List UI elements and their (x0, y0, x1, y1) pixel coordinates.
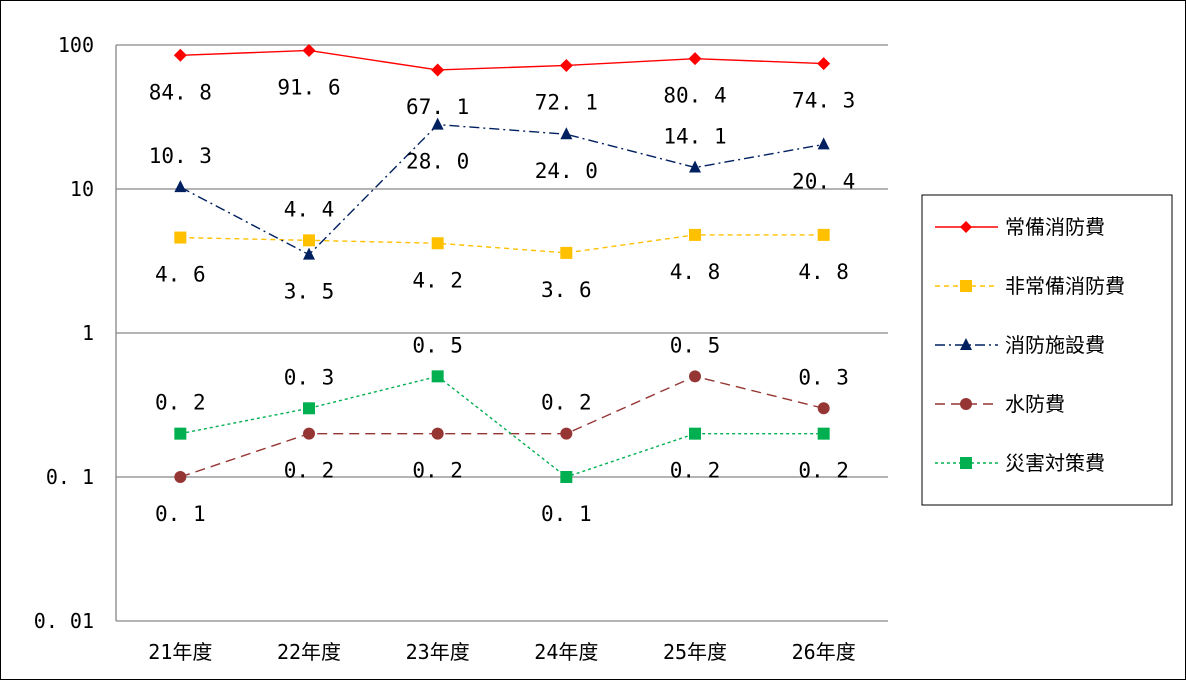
data-label: 0. 5 (670, 333, 721, 357)
series-line (180, 49, 824, 71)
legend-label: 水防費 (1005, 392, 1065, 416)
circle-marker (303, 427, 315, 440)
triangle-marker (960, 338, 972, 350)
y-tick-label: 0. 1 (46, 465, 94, 489)
diamond-marker (302, 43, 316, 57)
circle-marker (431, 427, 444, 440)
data-label: 0. 2 (541, 391, 592, 415)
series-2 (174, 228, 830, 259)
series-lines (173, 43, 831, 483)
data-label: 20. 4 (792, 169, 855, 193)
gridlines (116, 44, 888, 478)
x-tick-label: 23年度 (406, 640, 470, 664)
series-line (180, 375, 824, 478)
circle-marker (689, 370, 701, 383)
series-3 (174, 117, 830, 260)
square-marker (817, 427, 830, 440)
data-label: 0. 1 (155, 502, 206, 526)
data-label: 4. 4 (284, 197, 335, 221)
data-label: 84. 8 (149, 80, 212, 104)
data-label: 91. 6 (277, 75, 340, 99)
y-tick-label: 10 (70, 177, 94, 201)
triangle-marker (560, 127, 573, 140)
diamond-marker (817, 57, 831, 71)
data-label: 80. 4 (663, 84, 726, 108)
data-label: 0. 5 (412, 333, 463, 357)
data-label: 3. 6 (541, 278, 592, 302)
square-marker (689, 427, 701, 440)
x-tick-label: 24年度 (534, 640, 598, 664)
series-5 (174, 370, 830, 483)
x-tick-label: 21年度 (148, 640, 212, 664)
data-label: 4. 8 (670, 260, 721, 284)
data-label: 0. 1 (541, 502, 592, 526)
x-tick-label: 26年度 (792, 640, 856, 664)
square-marker (174, 231, 187, 244)
data-label: 4. 2 (412, 268, 463, 292)
data-label: 24. 0 (535, 159, 598, 183)
square-marker (960, 280, 972, 292)
circle-marker (174, 471, 187, 483)
square-marker (174, 427, 187, 440)
data-label: 4. 8 (798, 260, 849, 284)
x-tick-label: 22年度 (277, 640, 341, 664)
diamond-marker (960, 221, 972, 233)
y-tick-label: 100 (58, 33, 94, 57)
square-marker (431, 237, 444, 250)
data-label: 72. 1 (535, 90, 598, 114)
legend-label: 常備消防費 (1005, 215, 1105, 239)
data-label: 14. 1 (663, 125, 726, 149)
diamond-marker (431, 63, 445, 77)
legend-label: 消防施設費 (1005, 333, 1105, 357)
data-label: 67. 1 (406, 95, 469, 119)
y-tick-label: 1 (82, 321, 94, 345)
data-label: 3. 5 (284, 280, 335, 304)
legend-label: 非常備消防費 (1005, 274, 1125, 298)
triangle-marker (817, 137, 830, 150)
data-label: 0. 3 (798, 365, 849, 389)
legend-label: 災害対策費 (1005, 451, 1105, 475)
data-label: 0. 2 (155, 391, 206, 415)
circle-marker (960, 398, 972, 410)
series-line (180, 375, 824, 478)
data-label: 0. 2 (284, 459, 335, 483)
data-label: 0. 2 (798, 459, 849, 483)
data-label: 0. 3 (284, 365, 335, 389)
series-4 (174, 370, 830, 483)
data-label: 74. 3 (792, 89, 855, 113)
square-marker (303, 234, 315, 247)
square-marker (689, 228, 701, 241)
square-marker (560, 246, 573, 259)
y-tick-label: 0. 01 (34, 609, 94, 633)
square-marker (303, 402, 315, 415)
square-marker (560, 471, 573, 483)
square-marker (960, 457, 972, 469)
triangle-marker (174, 180, 187, 193)
triangle-marker (689, 160, 701, 173)
square-marker (817, 228, 830, 241)
diamond-marker (173, 48, 187, 62)
data-label: 4. 6 (155, 263, 206, 287)
x-tick-label: 25年度 (663, 640, 727, 664)
diamond-marker (559, 58, 573, 72)
triangle-marker (303, 247, 315, 260)
data-label: 28. 0 (406, 150, 469, 174)
data-label: 0. 2 (412, 459, 463, 483)
square-marker (431, 370, 444, 383)
data-labels: 84. 8 91. 6 67. 1 72. 1 80. 4 74. 3 4. 6 4. 4 4.… (149, 75, 856, 526)
series-line (180, 123, 824, 256)
series-1 (173, 43, 831, 77)
axes: 100 10 1 0. 1 0. 01 21年度 22年度 23年度 24年度 25年度 26年度 (34, 33, 888, 664)
data-label: 0. 2 (670, 459, 721, 483)
diamond-marker (688, 52, 702, 66)
circle-marker (817, 402, 830, 415)
triangle-marker (431, 117, 444, 130)
circle-marker (560, 427, 573, 440)
data-label: 10. 3 (149, 144, 212, 168)
